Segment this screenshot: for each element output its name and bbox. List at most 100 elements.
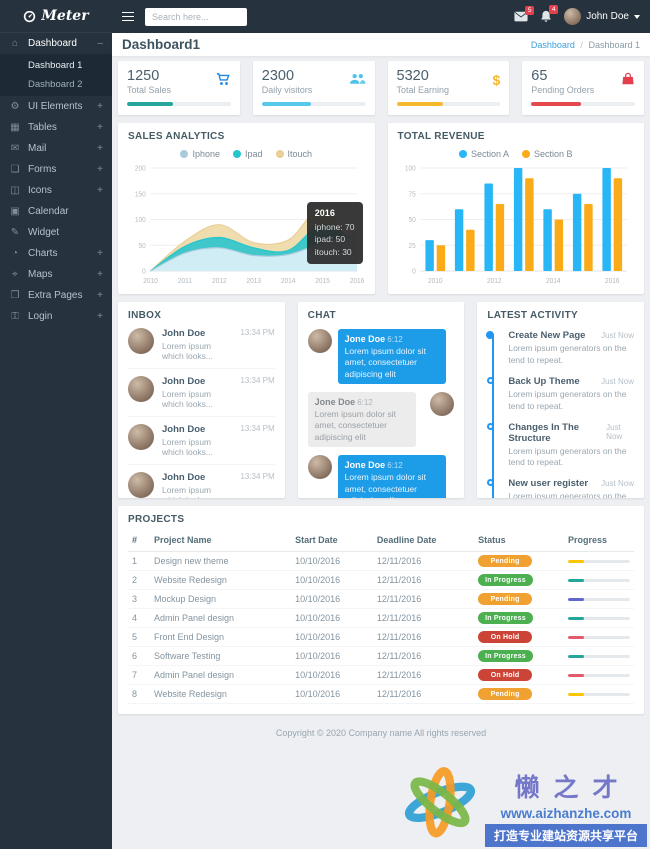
notifications-bell-icon[interactable]: 4 <box>540 5 559 23</box>
chat-time: 6:12 <box>387 461 403 471</box>
sidebar-item-label: Login <box>28 311 53 322</box>
widget-icon: ✎ <box>10 227 20 238</box>
sidebar-item-ui-elements[interactable]: ⚙ UI Elements + <box>0 96 112 117</box>
svg-text:50: 50 <box>139 243 147 250</box>
inbox-list-item[interactable]: John Doe Lorem ipsum which looks... 13:34… <box>128 321 275 369</box>
cell-start-date: 10/10/2016 <box>291 665 373 685</box>
cell-num: 3 <box>128 589 151 609</box>
avatar <box>430 392 455 417</box>
column-header: Project Name <box>150 532 292 552</box>
table-row[interactable]: 8 Website Redesign 10/10/2016 12/11/2016… <box>128 684 634 704</box>
inbox-sender: John Doe <box>162 376 206 387</box>
sidebar-item-dashboard-2[interactable]: Dashboard 2 <box>28 79 83 90</box>
activity-item[interactable]: New user register Just Now Lorem ipsum ge… <box>487 478 634 498</box>
sidebar-item-forms[interactable]: ❏ Forms + <box>0 159 112 180</box>
stat-value: 2300 <box>261 68 295 84</box>
inbox-time: 13:34 PM <box>240 328 275 337</box>
sales-analytics-chart: 0 50 100 150 200 2010 2011 2012 2013 2014 2015 2016… <box>128 162 365 286</box>
messages-icon[interactable]: 5 <box>514 6 535 22</box>
sidebar-nav: ⌂ Dashboard – Dashboard 1 Dashboard 2 ⚙ UI Ele… <box>0 33 112 327</box>
chat-sender: Jone Doe <box>344 460 386 471</box>
svg-text:50: 50 <box>408 217 416 224</box>
inbox-sender: John Doe <box>162 424 206 435</box>
activity-time: Just Now <box>606 422 623 441</box>
gear-icon: ⚙ <box>10 101 20 112</box>
sidebar-item-tables[interactable]: ▦ Tables + <box>0 117 112 138</box>
sidebar-item-label: UI Elements <box>28 101 83 112</box>
cell-num: 5 <box>128 627 151 647</box>
chevron-down-icon <box>634 14 640 19</box>
stat-label: Pending Orders <box>531 85 595 95</box>
svg-text:150: 150 <box>135 191 146 198</box>
sidebar-item-charts[interactable]: ◔ Charts + <box>0 243 112 264</box>
sidebar-item-label: Extra Pages <box>28 290 83 301</box>
sidebar-item-maps[interactable]: ⌖ Maps + <box>0 264 112 285</box>
activity-item[interactable]: Create New Page Just Now Lorem ipsum gene… <box>486 330 635 367</box>
svg-text:25: 25 <box>408 243 416 250</box>
stat-card-total-sales: 1250 Total Sales <box>118 61 240 115</box>
inbox-list-item[interactable]: John Doe Lorem ipsum which looks... 13:34… <box>128 369 275 417</box>
inbox-list-item[interactable]: John Doe Lorem ipsum which looks... 13:34… <box>128 465 275 498</box>
sidebar-item-mail[interactable]: ✉ Mail + <box>0 138 112 159</box>
cell-deadline-date: 12/11/2016 <box>372 608 475 628</box>
charts-row: SALES ANALYTICS Iphone Ipad Itouch 0 50 100 1… <box>118 123 644 294</box>
breadcrumb: Dashboard / Dashboard 1 <box>531 40 640 50</box>
svg-text:2016: 2016 <box>350 278 365 285</box>
activity-title: New user register <box>508 478 589 490</box>
search-input[interactable] <box>145 7 247 26</box>
card-title: LATEST ACTIVITY <box>487 310 578 321</box>
sidebar-item-calendar[interactable]: ▣ Calendar <box>0 201 112 222</box>
cell-deadline-date: 12/11/2016 <box>372 551 475 571</box>
activity-time: Just Now <box>601 331 635 340</box>
expand-icon: + <box>97 290 103 301</box>
table-row[interactable]: 7 Admin Panel design 10/10/2016 12/11/20… <box>128 665 634 685</box>
sidebar-item-login[interactable]: ⚿ Login + <box>0 306 112 327</box>
menu-toggle-icon[interactable] <box>122 11 134 22</box>
inbox-list: John Doe Lorem ipsum which looks... 13:34… <box>128 321 275 498</box>
activity-timeline: Create New Page Just Now Lorem ipsum gene… <box>486 330 635 498</box>
user-menu[interactable]: John Doe <box>564 8 640 25</box>
cell-deadline-date: 12/11/2016 <box>372 570 475 590</box>
table-row[interactable]: 4 Admin Panel design 10/10/2016 12/11/20… <box>128 608 634 628</box>
table-row[interactable]: 6 Software Testing 10/10/2016 12/11/2016… <box>128 646 634 666</box>
svg-text:75: 75 <box>408 191 416 198</box>
cell-num: 6 <box>128 646 151 666</box>
svg-text:2015: 2015 <box>315 278 330 285</box>
inbox-list-item[interactable]: John Doe Lorem ipsum which looks... 13:34… <box>128 417 275 465</box>
sidebar-item-icons[interactable]: ◫ Icons + <box>0 180 112 201</box>
activity-item[interactable]: Back Up Theme Just Now Lorem ipsum genera… <box>487 376 634 413</box>
avatar <box>307 329 332 353</box>
column-header: Progress <box>564 532 634 552</box>
column-header: Deadline Date <box>372 532 475 552</box>
sidebar-item-dashboard[interactable]: ⌂ Dashboard – <box>0 33 112 54</box>
activity-item[interactable]: Changes In The Structure Just Now Lorem i… <box>487 422 634 470</box>
legend-dot <box>275 150 284 158</box>
svg-text:200: 200 <box>135 165 146 172</box>
app-logo[interactable]: Meter <box>0 0 112 33</box>
avatar <box>307 455 332 480</box>
table-row[interactable]: 1 Design new theme 10/10/2016 12/11/2016… <box>128 551 634 571</box>
cell-deadline-date: 12/11/2016 <box>372 589 475 609</box>
svg-text:100: 100 <box>404 165 415 172</box>
breadcrumb-link-dashboard[interactable]: Dashboard <box>530 39 575 50</box>
cell-project-name: Design new theme <box>150 551 292 571</box>
sidebar-item-dashboard-1[interactable]: Dashboard 1 <box>28 60 83 71</box>
users-icon <box>349 72 366 90</box>
expand-icon: + <box>97 311 103 322</box>
cell-project-name: Admin Panel design <box>150 665 292 685</box>
activity-title: Back Up Theme <box>508 375 580 387</box>
bag-icon <box>621 72 635 91</box>
progress-bar <box>568 635 630 639</box>
chat-bubble: Jone Doe 6:12 Lorem ipsum dolor sit amet, … <box>337 329 446 385</box>
table-row[interactable]: 2 Website Redesign 10/10/2016 12/11/2016… <box>128 570 634 590</box>
dollar-icon: $ <box>492 72 501 88</box>
svg-text:2011: 2011 <box>178 278 192 285</box>
inbox-time: 13:34 PM <box>240 424 275 433</box>
pages-icon: ❐ <box>10 290 20 301</box>
stat-progress <box>127 102 231 106</box>
table-row[interactable]: 3 Mockup Design 10/10/2016 12/11/2016 Pe… <box>128 589 634 609</box>
sidebar-item-widget[interactable]: ✎ Widget <box>0 222 112 243</box>
projects-table: # Project Name Start Date Deadline Date Stat… <box>128 532 634 704</box>
table-row[interactable]: 5 Front End Design 10/10/2016 12/11/2016… <box>128 627 634 647</box>
sidebar-item-extra-pages[interactable]: ❐ Extra Pages + <box>0 285 112 306</box>
